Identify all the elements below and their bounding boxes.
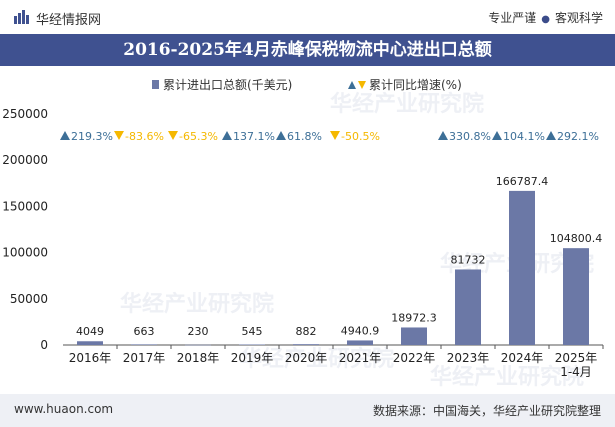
watermark-4: 华经产业研究院 — [430, 364, 584, 390]
growth-down-triangle-icon-2 — [168, 131, 178, 140]
legend-bar-label: 累计进出口总额(千美元) — [163, 78, 292, 92]
x-tick-label-8: 2024年 — [501, 351, 544, 365]
growth-up-triangle-icon-4 — [276, 131, 286, 140]
chart-title: 2016-2025年4月赤峰保税物流中心进出口总额 — [123, 40, 492, 60]
legend-down-triangle-icon — [358, 81, 366, 89]
growth-up-triangle-icon-7 — [438, 131, 448, 140]
x-tick-label-2: 2018年 — [177, 351, 220, 365]
growth-up-triangle-icon-3 — [222, 131, 232, 140]
tagline-left: 专业严谨 — [488, 11, 537, 25]
value-label-7: 81732 — [451, 253, 486, 266]
value-label-0: 4049 — [76, 325, 104, 338]
bar-8 — [509, 190, 535, 345]
legend-up-triangle-icon — [348, 81, 356, 89]
value-label-6: 18972.3 — [391, 311, 437, 324]
value-label-3: 545 — [242, 325, 263, 338]
bar-6 — [401, 327, 427, 345]
y-tick-label: 200000 — [2, 153, 48, 167]
growth-label-1: -83.6% — [125, 130, 164, 143]
watermark-2: 华经产业研究院 — [240, 346, 394, 372]
huajing-logo-icon — [14, 10, 29, 24]
bar-5 — [347, 340, 373, 345]
legend-bar-swatch — [152, 80, 159, 89]
value-label-4: 882 — [296, 325, 317, 338]
x-tick-label-3: 2019年 — [231, 351, 274, 365]
watermark-0: 华经产业研究院 — [330, 91, 484, 117]
x-tick-label-9: 2025年 — [555, 351, 598, 365]
bar-3 — [239, 344, 265, 345]
growth-label-7: 330.8% — [449, 130, 491, 143]
tagline: 专业严谨 ● 客观科学 — [488, 9, 603, 26]
legend-growth-label: 累计同比增速(%) — [369, 78, 462, 92]
growth-label-0: 219.3% — [71, 130, 113, 143]
y-tick-label: 150000 — [2, 199, 48, 213]
x-tick-label-0: 2016年 — [69, 351, 112, 365]
growth-up-triangle-icon-9 — [546, 131, 556, 140]
growth-up-triangle-icon-0 — [60, 131, 70, 140]
x-tick-label-4: 2020年 — [285, 351, 328, 365]
value-label-1: 663 — [134, 325, 155, 338]
x-tick-label-9: 1-4月 — [560, 365, 592, 379]
x-tick-label-7: 2023年 — [447, 351, 490, 365]
bar-7 — [455, 269, 481, 345]
growth-label-4: 61.8% — [287, 130, 322, 143]
value-label-5: 4940.9 — [341, 324, 380, 337]
top-bar: 华经情报网 专业严谨 ● 客观科学 — [0, 0, 615, 34]
bar-0 — [77, 341, 103, 345]
y-tick-label: 250000 — [2, 107, 48, 121]
growth-label-8: 104.1% — [503, 130, 545, 143]
growth-label-9: 292.1% — [557, 130, 599, 143]
y-tick-label: 100000 — [2, 246, 48, 260]
bar-2 — [185, 344, 211, 346]
y-tick-label: 0 — [40, 338, 48, 352]
x-tick-label-1: 2017年 — [123, 351, 166, 365]
tagline-dot-icon: ● — [541, 14, 550, 25]
brand-name: 华经情报网 — [36, 13, 102, 28]
value-label-8: 166787.4 — [496, 175, 549, 188]
growth-down-triangle-icon-5 — [330, 131, 340, 140]
watermark-1: 华经产业研究院 — [120, 291, 274, 317]
x-tick-label-6: 2022年 — [393, 351, 436, 365]
footer-url: www.huaon.com — [14, 402, 114, 416]
bar-1 — [131, 344, 157, 345]
growth-down-triangle-icon-1 — [114, 131, 124, 140]
value-label-2: 230 — [188, 325, 209, 338]
x-tick-label-5: 2021年 — [339, 351, 382, 365]
bar-4 — [293, 344, 319, 345]
growth-label-2: -65.3% — [179, 130, 218, 143]
growth-up-triangle-icon-8 — [492, 131, 502, 140]
value-label-9: 104800.4 — [550, 232, 603, 245]
bar-9 — [563, 248, 589, 345]
tagline-right: 客观科学 — [554, 11, 603, 25]
growth-label-5: -50.5% — [341, 130, 380, 143]
footer-source: 数据来源：中国海关，华经产业研究院整理 — [372, 404, 601, 418]
bar-chart: 华经产业研究院华经产业研究院华经产业研究院华经产业研究院华经产业研究院累计进出口… — [2, 78, 604, 390]
y-tick-label: 50000 — [10, 292, 48, 306]
footer-bar: www.huaon.com 数据来源：中国海关，华经产业研究院整理 — [0, 394, 615, 427]
growth-label-3: 137.1% — [233, 130, 275, 143]
title-bar: 2016-2025年4月赤峰保税物流中心进出口总额 — [0, 34, 615, 66]
